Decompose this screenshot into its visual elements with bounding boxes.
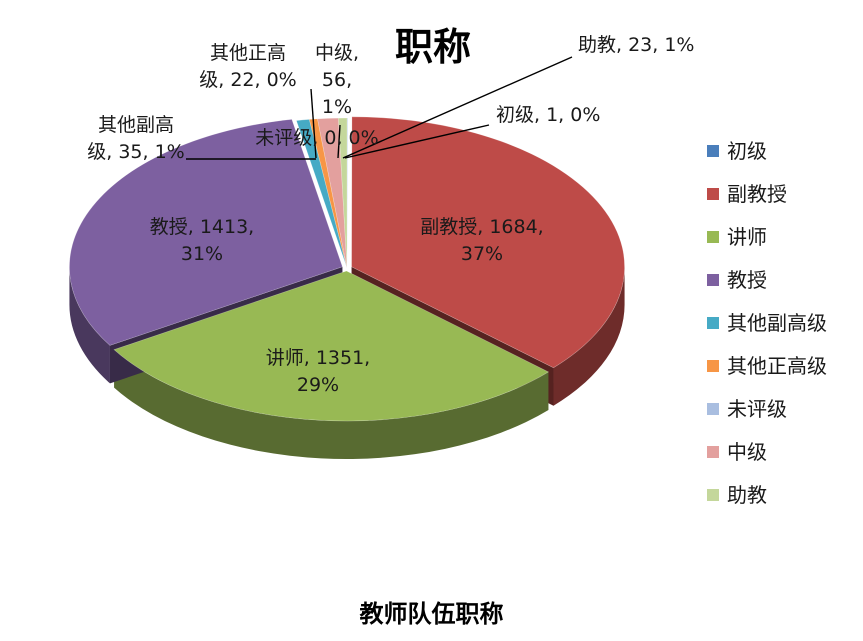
pie-slice-8 [338,117,348,269]
data-label-8: 助教, 23, 1% [578,34,694,56]
legend-swatch-7 [707,446,719,458]
data-label-line: 级, 22, 0% [199,69,296,91]
data-label-line: 讲师, 1351, [266,347,370,369]
data-label-line: 级, 35, 1% [87,141,184,163]
legend-swatch-1 [707,188,719,200]
leader-line-8 [342,56,573,159]
data-label-line: 初级, 1, 0% [496,104,600,126]
data-label-7: 中级, 56, 1% [315,42,359,118]
data-label-line: 31% [181,243,223,265]
data-label-6: 未评级, 0, 0% [255,127,378,149]
legend-label-5: 其他正高级 [727,354,827,378]
data-label-line: 助教, 23, 1% [578,34,694,56]
data-label-line: 37% [461,243,503,265]
data-label-line: 其他副高 [98,114,174,136]
legend-label-6: 未评级 [727,397,787,421]
legend-swatch-8 [707,489,719,501]
legend-swatch-6 [707,403,719,415]
data-label-line: 中级, [315,42,359,64]
legend-label-4: 其他副高级 [727,311,827,335]
data-label-line: 教授, 1413, [150,216,254,238]
leader-line-7 [337,124,341,159]
data-label-2: 讲师, 1351, 29% [266,347,370,396]
data-label-line: 其他正高 [210,42,286,64]
legend-swatch-4 [707,317,719,329]
pie-slice-side-3 [69,266,110,384]
data-label-1: 副教授, 1684, 37% [420,216,543,265]
pie-slice-side-2 [114,349,549,459]
legend-swatch-3 [707,274,719,286]
legend-label-8: 助教 [727,483,767,507]
data-label-5: 其他正高级, 22, 0% [199,42,296,91]
data-label-line: 未评级, 0, 0% [255,127,378,149]
legend-swatch-5 [707,360,719,372]
data-label-3: 教授, 1413, 31% [150,216,254,265]
data-label-line: 副教授, 1684, [420,216,543,238]
legend-label-2: 讲师 [727,225,767,249]
pie-slice-4 [296,119,348,269]
pie-slice-side-1 [553,266,625,406]
pie-slice-3 [69,119,343,346]
leader-line-0 [344,124,490,159]
pie-slice-7 [317,117,348,269]
legend-label-3: 教授 [727,268,767,292]
legend-label-1: 副教授 [727,182,787,206]
data-labels: 初级, 1, 0% 副教授, 1684, 37% 讲师, 1351, 29% 教授, 14… [87,34,694,396]
legend-label-0: 初级 [727,139,767,163]
data-label-line: 56, [322,69,352,91]
pie-slice-1 [351,116,625,369]
pie-tops [69,116,625,422]
data-label-4: 其他副高级, 35, 1% [87,114,184,163]
legend-swatch-0 [707,145,719,157]
legend-swatch-2 [707,231,719,243]
data-label-0: 初级, 1, 0% [496,104,600,126]
leader-lines [186,56,573,160]
data-label-line: 1% [322,96,352,118]
chart-title: 职称 [395,25,471,69]
legend-label-7: 中级 [727,440,767,464]
caption: 教师队伍职称 [359,600,504,628]
data-label-line: 29% [297,374,339,396]
pie-slice-2 [113,270,550,422]
leader-line-5 [310,88,317,159]
